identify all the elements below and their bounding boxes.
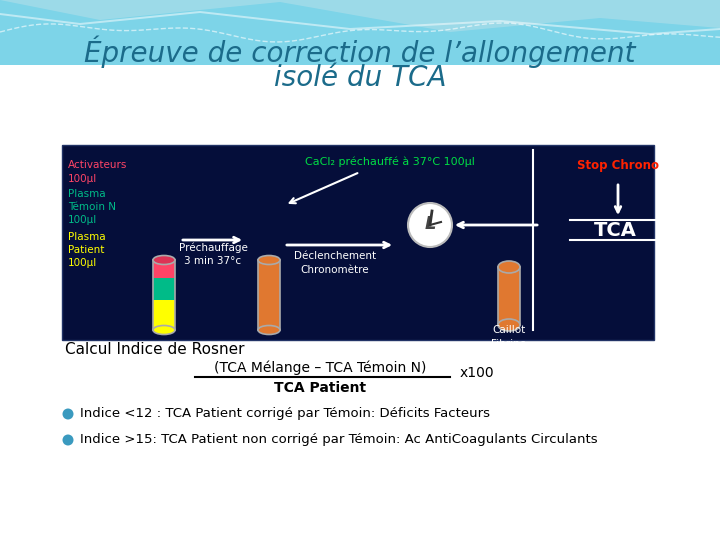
Polygon shape: [0, 11, 720, 35]
Ellipse shape: [258, 326, 280, 334]
Bar: [258, 260, 280, 330]
Bar: [62, 145, 654, 340]
Text: x100: x100: [460, 366, 495, 380]
Polygon shape: [0, 0, 720, 40]
Text: Épreuve de correction de l’allongement: Épreuve de correction de l’allongement: [84, 36, 636, 68]
Text: Préchauffage
3 min 37°c: Préchauffage 3 min 37°c: [179, 242, 248, 266]
Circle shape: [63, 435, 73, 446]
Text: L: L: [424, 215, 436, 233]
Text: TCA: TCA: [593, 220, 636, 240]
Text: Indice <12 : TCA Patient corrigé par Témoin: Déficits Facteurs: Indice <12 : TCA Patient corrigé par Tém…: [80, 408, 490, 421]
Text: Plasma
Patient
100µl: Plasma Patient 100µl: [68, 232, 106, 268]
Bar: [153, 260, 175, 278]
Ellipse shape: [153, 255, 175, 265]
Ellipse shape: [498, 261, 520, 273]
Bar: [498, 267, 520, 325]
Circle shape: [63, 408, 73, 420]
Text: Indice >15: TCA Patient non corrigé par Témoin: Ac AntiCoagulants Circulants: Indice >15: TCA Patient non corrigé par …: [80, 434, 598, 447]
Bar: [258, 260, 280, 330]
Bar: [153, 260, 175, 330]
Bar: [0, 0, 720, 80]
Text: CaCl₂ préchauffé à 37°C 100µl: CaCl₂ préchauffé à 37°C 100µl: [305, 157, 475, 167]
Text: Calcul Indice de Rosner: Calcul Indice de Rosner: [65, 342, 245, 357]
Bar: [153, 300, 175, 330]
Polygon shape: [0, 0, 720, 32]
Ellipse shape: [498, 319, 520, 331]
Ellipse shape: [258, 255, 280, 265]
Text: Caillot
Fibrine: Caillot Fibrine: [492, 326, 526, 349]
Text: Stop Chrono: Stop Chrono: [577, 159, 659, 172]
Circle shape: [408, 203, 452, 247]
Bar: [153, 278, 175, 300]
Bar: [0, 65, 720, 540]
Ellipse shape: [153, 326, 175, 334]
Text: (TCA Mélange – TCA Témoin N): (TCA Mélange – TCA Témoin N): [214, 361, 426, 375]
Text: isolé du TCA: isolé du TCA: [274, 64, 446, 92]
Bar: [498, 267, 520, 325]
Text: TCA Patient: TCA Patient: [274, 381, 366, 395]
Text: Plasma
Témoin N
100µl: Plasma Témoin N 100µl: [68, 189, 116, 225]
Text: Activateurs
100µl: Activateurs 100µl: [68, 160, 127, 184]
Text: Déclenchement
Chronomètre: Déclenchement Chronomètre: [294, 252, 376, 275]
